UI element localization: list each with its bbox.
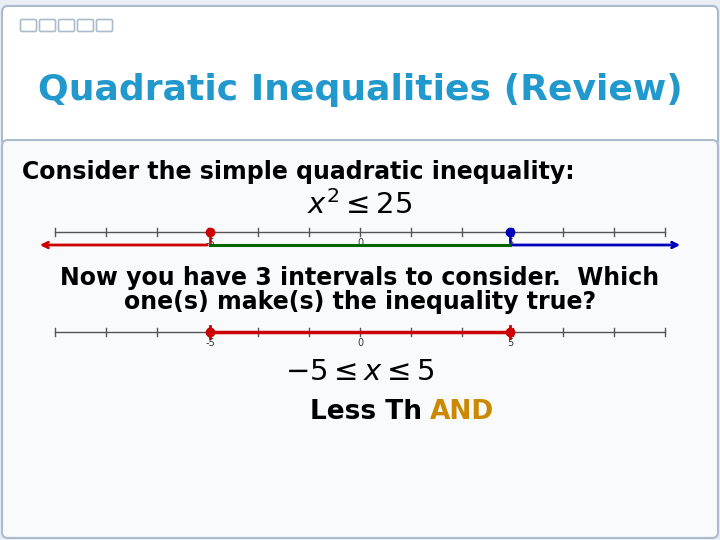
Text: Less Th: Less Th [310, 399, 422, 425]
Text: 0: 0 [357, 238, 363, 248]
FancyBboxPatch shape [2, 6, 718, 146]
FancyBboxPatch shape [58, 19, 74, 31]
Text: $x^2 \leq 25$: $x^2 \leq 25$ [307, 190, 413, 220]
Text: Quadratic Inequalities (Review): Quadratic Inequalities (Review) [37, 73, 683, 107]
Text: 0: 0 [357, 338, 363, 348]
Text: AND: AND [430, 399, 494, 425]
Text: 5: 5 [507, 238, 513, 248]
FancyBboxPatch shape [20, 19, 37, 31]
FancyBboxPatch shape [2, 140, 718, 538]
FancyBboxPatch shape [40, 19, 55, 31]
FancyBboxPatch shape [96, 19, 112, 31]
Text: Consider the simple quadratic inequality:: Consider the simple quadratic inequality… [22, 160, 575, 184]
Text: -5: -5 [205, 338, 215, 348]
Text: $-5 \leq x \leq 5$: $-5 \leq x \leq 5$ [285, 358, 435, 386]
Text: 5: 5 [507, 338, 513, 348]
Text: Now you have 3 intervals to consider.  Which: Now you have 3 intervals to consider. Wh… [60, 266, 660, 290]
Text: one(s) make(s) the inequality true?: one(s) make(s) the inequality true? [124, 290, 596, 314]
FancyBboxPatch shape [78, 19, 94, 31]
Text: -5: -5 [205, 238, 215, 248]
